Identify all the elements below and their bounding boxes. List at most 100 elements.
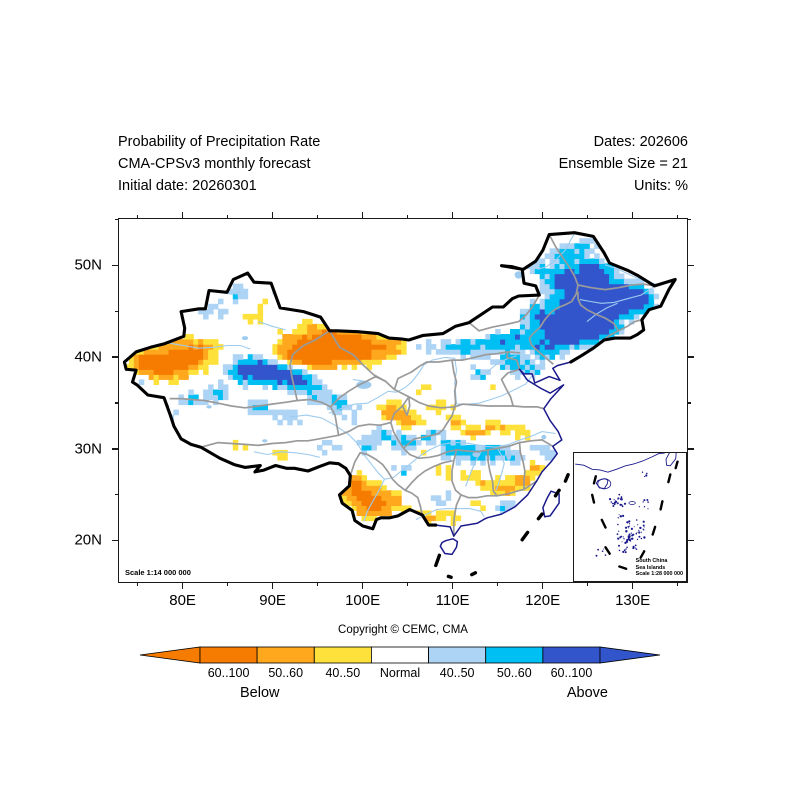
nine-dash-line-layer bbox=[434, 473, 570, 579]
probability-cell bbox=[416, 439, 422, 446]
probability-cell bbox=[336, 399, 343, 406]
probability-cell bbox=[559, 263, 565, 269]
probability-cell bbox=[218, 344, 224, 350]
scs-island-dot bbox=[610, 501, 613, 503]
probability-cell bbox=[460, 349, 466, 355]
probability-cell bbox=[381, 344, 387, 350]
probability-cell bbox=[178, 364, 184, 370]
probability-cell bbox=[198, 359, 204, 365]
probability-cell bbox=[440, 339, 447, 345]
probability-cell bbox=[401, 424, 407, 431]
probability-cell bbox=[445, 465, 452, 471]
probability-cell bbox=[628, 308, 635, 315]
probability-cell bbox=[277, 344, 283, 350]
probability-cell bbox=[480, 369, 486, 375]
province-border-path bbox=[577, 291, 620, 332]
probability-cell bbox=[188, 389, 194, 396]
probability-cell bbox=[366, 349, 372, 355]
probability-cell bbox=[138, 379, 145, 385]
probability-cell bbox=[470, 349, 476, 355]
probability-cell bbox=[178, 349, 184, 355]
probability-cell bbox=[515, 475, 521, 481]
probability-cell bbox=[594, 298, 600, 305]
probability-cell bbox=[505, 444, 511, 451]
probability-cell bbox=[396, 429, 402, 436]
probability-cell bbox=[168, 364, 174, 370]
probability-cell bbox=[490, 490, 496, 496]
probability-cell bbox=[579, 313, 585, 320]
probability-cell bbox=[317, 444, 323, 451]
probability-cell bbox=[480, 374, 486, 380]
national-border-layer bbox=[122, 231, 677, 531]
probability-cell bbox=[366, 359, 372, 365]
probability-cell bbox=[618, 323, 625, 330]
probability-cell bbox=[391, 495, 397, 501]
probability-cell bbox=[371, 359, 377, 365]
probability-cell bbox=[475, 429, 481, 436]
probability-cell bbox=[539, 364, 546, 370]
probability-cell bbox=[411, 419, 417, 426]
probability-cell bbox=[589, 303, 595, 310]
probability-cell bbox=[505, 500, 511, 506]
probability-cell bbox=[628, 313, 635, 320]
probability-cell bbox=[579, 243, 585, 249]
probability-cell bbox=[475, 480, 481, 486]
probability-cell bbox=[237, 283, 244, 290]
probability-cell bbox=[549, 303, 556, 310]
probability-cell bbox=[485, 334, 491, 340]
probability-cell bbox=[539, 268, 546, 275]
probability-cell bbox=[366, 354, 372, 360]
scs-island-dot bbox=[633, 526, 635, 528]
probability-cell bbox=[292, 339, 298, 345]
probability-cell bbox=[356, 334, 363, 340]
scs-island-dot bbox=[601, 550, 604, 552]
probability-cell bbox=[564, 273, 570, 280]
probability-cell bbox=[158, 414, 165, 421]
probability-cell bbox=[584, 329, 590, 335]
x-tick-minor bbox=[316, 215, 319, 219]
probability-cell bbox=[450, 419, 457, 426]
probability-cell bbox=[341, 323, 348, 330]
probability-cell bbox=[505, 475, 511, 481]
probability-cell bbox=[262, 399, 268, 406]
probability-cell bbox=[579, 268, 585, 275]
probability-cell bbox=[277, 455, 283, 461]
probability-cell bbox=[604, 329, 610, 335]
probability-cell bbox=[534, 364, 541, 370]
probability-cell bbox=[257, 404, 264, 411]
scs-island-dot bbox=[628, 523, 631, 525]
river-path bbox=[579, 285, 656, 304]
probability-cell bbox=[609, 298, 615, 305]
probability-cell bbox=[480, 480, 486, 486]
probability-cell bbox=[168, 374, 174, 380]
units-label: Units: % bbox=[634, 178, 688, 194]
probability-cell bbox=[500, 480, 506, 486]
probability-cell bbox=[534, 303, 541, 310]
probability-cell bbox=[614, 268, 620, 275]
probability-cell bbox=[272, 349, 278, 355]
probability-cell bbox=[247, 364, 254, 370]
probability-cell bbox=[495, 334, 501, 340]
y-tick-minor bbox=[687, 218, 691, 221]
probability-cell bbox=[292, 334, 298, 340]
probability-cell bbox=[401, 449, 407, 456]
probability-cell bbox=[193, 354, 199, 360]
scs-island-dot bbox=[623, 549, 626, 552]
probability-cell bbox=[356, 490, 363, 496]
probability-cell bbox=[193, 349, 199, 355]
river-path bbox=[586, 302, 618, 323]
probability-cell bbox=[609, 303, 615, 310]
probability-cell bbox=[554, 278, 561, 285]
probability-cell bbox=[168, 344, 174, 350]
probability-cell bbox=[599, 288, 605, 295]
probability-cell bbox=[554, 248, 561, 254]
probability-cell bbox=[302, 354, 308, 360]
x-tick-major bbox=[541, 212, 544, 219]
scs-island-dot bbox=[617, 517, 619, 519]
probability-cell bbox=[158, 374, 165, 380]
probability-cell bbox=[262, 298, 268, 305]
probability-cell bbox=[356, 349, 363, 355]
probability-cell bbox=[381, 429, 387, 436]
probability-cell bbox=[292, 374, 298, 380]
probability-cell bbox=[218, 379, 224, 385]
